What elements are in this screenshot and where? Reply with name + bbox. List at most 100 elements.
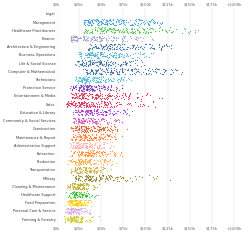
Point [78, 187, 82, 191]
Point [111, 18, 115, 22]
Point [153, 69, 157, 73]
Point [151, 52, 155, 55]
Point [67, 103, 71, 107]
Point [182, 27, 186, 30]
Point [109, 38, 113, 42]
Point [120, 175, 124, 179]
Point [154, 70, 158, 74]
Point [74, 190, 78, 193]
Point [101, 117, 105, 121]
Point [135, 35, 139, 39]
Point [105, 160, 109, 163]
Point [70, 217, 74, 220]
Point [80, 146, 84, 149]
Point [90, 169, 94, 173]
Point [109, 167, 113, 171]
Point [79, 220, 83, 224]
Point [74, 83, 78, 87]
Point [128, 101, 132, 104]
Point [80, 209, 84, 212]
Point [82, 153, 86, 157]
Point [90, 19, 94, 23]
Point [94, 17, 98, 21]
Point [86, 86, 90, 89]
Point [99, 26, 103, 30]
Point [130, 56, 134, 60]
Point [86, 200, 90, 204]
Point [88, 175, 92, 178]
Point [75, 202, 79, 205]
Point [73, 133, 77, 137]
Point [110, 111, 114, 115]
Point [84, 60, 88, 63]
Point [84, 88, 88, 92]
Point [84, 68, 88, 72]
Point [142, 51, 146, 55]
Point [72, 215, 76, 219]
Point [95, 165, 99, 169]
Point [68, 159, 72, 163]
Point [77, 150, 81, 153]
Point [80, 94, 84, 97]
Point [116, 109, 120, 113]
Point [77, 51, 81, 54]
Point [158, 21, 162, 25]
Point [86, 154, 90, 158]
Point [84, 127, 88, 131]
Point [127, 113, 131, 117]
Point [105, 55, 109, 59]
Point [102, 157, 106, 161]
Point [72, 209, 76, 213]
Point [152, 46, 156, 50]
Point [137, 29, 141, 33]
Point [96, 104, 100, 107]
Point [115, 72, 119, 76]
Point [89, 51, 93, 55]
Point [111, 55, 115, 58]
Point [78, 195, 82, 199]
Point [73, 35, 77, 38]
Point [126, 102, 130, 105]
Point [90, 51, 94, 55]
Point [102, 26, 106, 30]
Point [114, 69, 118, 73]
Point [83, 161, 87, 164]
Point [100, 62, 104, 66]
Point [65, 102, 69, 105]
Point [91, 136, 95, 140]
Point [83, 23, 87, 27]
Point [98, 137, 102, 141]
Point [66, 158, 70, 162]
Point [133, 61, 137, 64]
Point [97, 39, 101, 43]
Point [75, 190, 79, 194]
Point [123, 23, 127, 27]
Point [67, 217, 71, 221]
Point [104, 103, 108, 106]
Point [104, 113, 108, 117]
Point [81, 121, 85, 125]
Point [114, 104, 118, 108]
Point [84, 182, 88, 185]
Point [105, 19, 109, 22]
Point [139, 58, 143, 62]
Point [66, 206, 70, 210]
Point [70, 135, 74, 139]
Point [94, 86, 98, 89]
Point [133, 31, 137, 34]
Point [92, 84, 96, 87]
Point [82, 37, 86, 41]
Point [86, 160, 90, 164]
Point [82, 141, 86, 145]
Point [138, 18, 142, 21]
Point [78, 103, 82, 107]
Point [85, 145, 89, 149]
Point [88, 144, 92, 148]
Point [105, 27, 109, 31]
Point [95, 144, 99, 148]
Point [76, 100, 80, 104]
Point [109, 68, 113, 72]
Point [162, 70, 166, 74]
Point [76, 186, 80, 190]
Point [73, 215, 77, 219]
